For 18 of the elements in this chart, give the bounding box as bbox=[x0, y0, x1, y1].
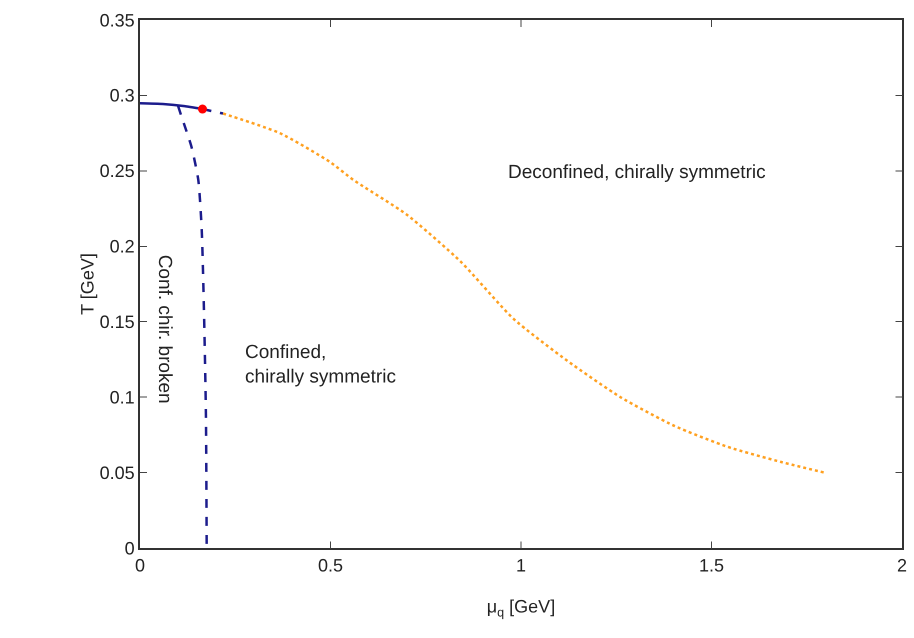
y-tick-label: 0.05 bbox=[100, 462, 135, 483]
y-tick-label: 0.2 bbox=[110, 236, 135, 257]
annotation: Conf. chir. broken bbox=[154, 254, 176, 404]
x-tick-label: 0.5 bbox=[318, 555, 344, 576]
annotation: Confined, chirally symmetric bbox=[245, 342, 396, 388]
x-tick-label: 1.5 bbox=[698, 555, 724, 576]
y-tick-label: 0.3 bbox=[110, 86, 135, 106]
y-axis-title: T [GeV] bbox=[78, 253, 98, 315]
y-tick-label: 0 bbox=[124, 538, 135, 558]
y-tick-label: 0.15 bbox=[100, 312, 135, 332]
x-tick-label: 1 bbox=[516, 555, 526, 576]
annotation: Deconfined, chirally symmetric bbox=[508, 162, 766, 183]
y-tick-label: 0.25 bbox=[100, 161, 135, 182]
y-tick-label: 0.35 bbox=[100, 10, 135, 30]
y-tick-label: 0.1 bbox=[110, 387, 135, 408]
line-series bbox=[222, 112, 826, 474]
x-axis-title: μ$_{q}$ [GeV] bbox=[486, 596, 556, 620]
x-tick-label: 2 bbox=[896, 555, 908, 576]
